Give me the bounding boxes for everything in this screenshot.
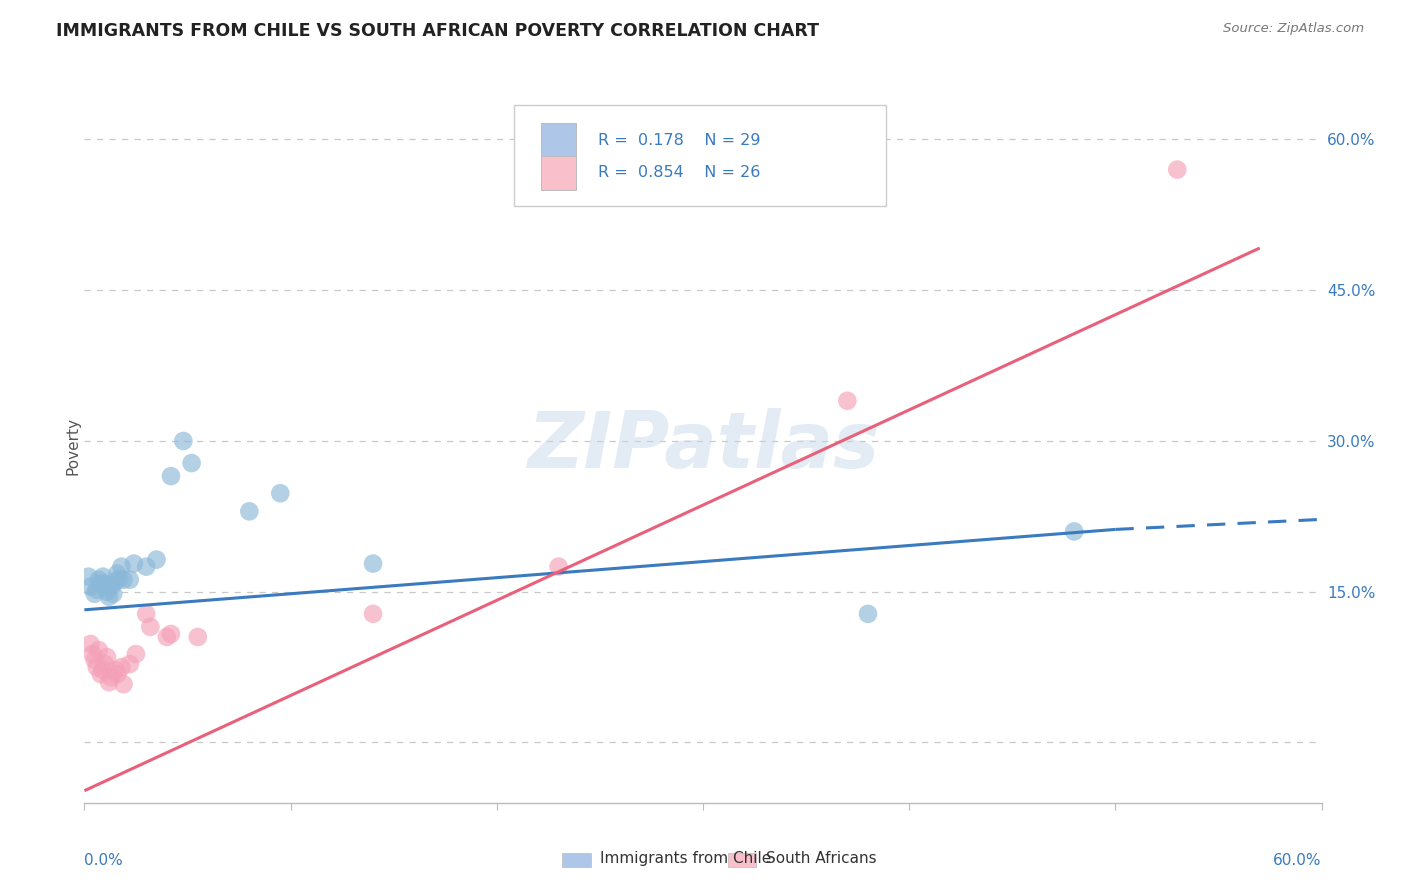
Point xyxy=(105,566,128,581)
Point xyxy=(94,657,117,672)
Point xyxy=(79,637,101,651)
Text: Source: ZipAtlas.com: Source: ZipAtlas.com xyxy=(1223,22,1364,36)
Point xyxy=(145,552,167,566)
Text: R =  0.178    N = 29: R = 0.178 N = 29 xyxy=(598,133,761,148)
Point xyxy=(187,630,209,644)
Point xyxy=(160,627,183,641)
Point xyxy=(1166,162,1188,177)
Point xyxy=(856,607,879,621)
Point xyxy=(96,650,118,665)
Point xyxy=(105,667,128,681)
Point xyxy=(135,607,157,621)
Point xyxy=(180,456,202,470)
Point xyxy=(361,557,384,571)
Point xyxy=(110,660,132,674)
Point xyxy=(77,569,100,583)
Point xyxy=(156,630,179,644)
Point xyxy=(122,557,145,571)
Point xyxy=(86,660,108,674)
Point xyxy=(83,653,105,667)
Text: R =  0.854    N = 26: R = 0.854 N = 26 xyxy=(598,165,761,180)
Point xyxy=(87,643,110,657)
Point xyxy=(91,569,114,583)
Point xyxy=(98,675,121,690)
Point xyxy=(90,667,112,681)
Point xyxy=(104,574,127,589)
Point xyxy=(100,580,122,594)
Point xyxy=(108,572,131,586)
Point xyxy=(112,573,135,587)
Y-axis label: Poverty: Poverty xyxy=(66,417,80,475)
Point xyxy=(104,663,127,677)
Point xyxy=(98,590,121,604)
Point xyxy=(238,504,260,518)
Text: 60.0%: 60.0% xyxy=(1274,853,1322,868)
Point xyxy=(79,580,101,594)
Point xyxy=(100,670,122,684)
Point xyxy=(547,559,569,574)
Point xyxy=(87,573,110,587)
FancyBboxPatch shape xyxy=(541,155,575,190)
Text: 0.0%: 0.0% xyxy=(84,853,124,868)
Point xyxy=(110,559,132,574)
Point xyxy=(91,663,114,677)
Point xyxy=(269,486,291,500)
Point xyxy=(112,677,135,691)
Text: ZIPatlas: ZIPatlas xyxy=(527,408,879,484)
Point xyxy=(94,576,117,591)
FancyBboxPatch shape xyxy=(513,105,886,205)
FancyBboxPatch shape xyxy=(541,123,575,158)
Point xyxy=(103,587,125,601)
Point xyxy=(96,584,118,599)
FancyBboxPatch shape xyxy=(562,853,591,867)
Point xyxy=(160,469,183,483)
Point xyxy=(135,559,157,574)
Point xyxy=(125,647,148,661)
Point xyxy=(82,647,104,661)
Text: Immigrants from Chile: Immigrants from Chile xyxy=(600,851,772,865)
FancyBboxPatch shape xyxy=(728,853,756,867)
Point xyxy=(837,393,859,408)
Point xyxy=(90,576,112,591)
Point xyxy=(172,434,194,448)
Point xyxy=(361,607,384,621)
Point xyxy=(1063,524,1085,539)
Point xyxy=(86,582,108,597)
Point xyxy=(139,620,162,634)
Point xyxy=(118,657,141,672)
Text: IMMIGRANTS FROM CHILE VS SOUTH AFRICAN POVERTY CORRELATION CHART: IMMIGRANTS FROM CHILE VS SOUTH AFRICAN P… xyxy=(56,22,820,40)
Point xyxy=(118,573,141,587)
Point xyxy=(83,587,105,601)
Text: South Africans: South Africans xyxy=(766,851,877,865)
